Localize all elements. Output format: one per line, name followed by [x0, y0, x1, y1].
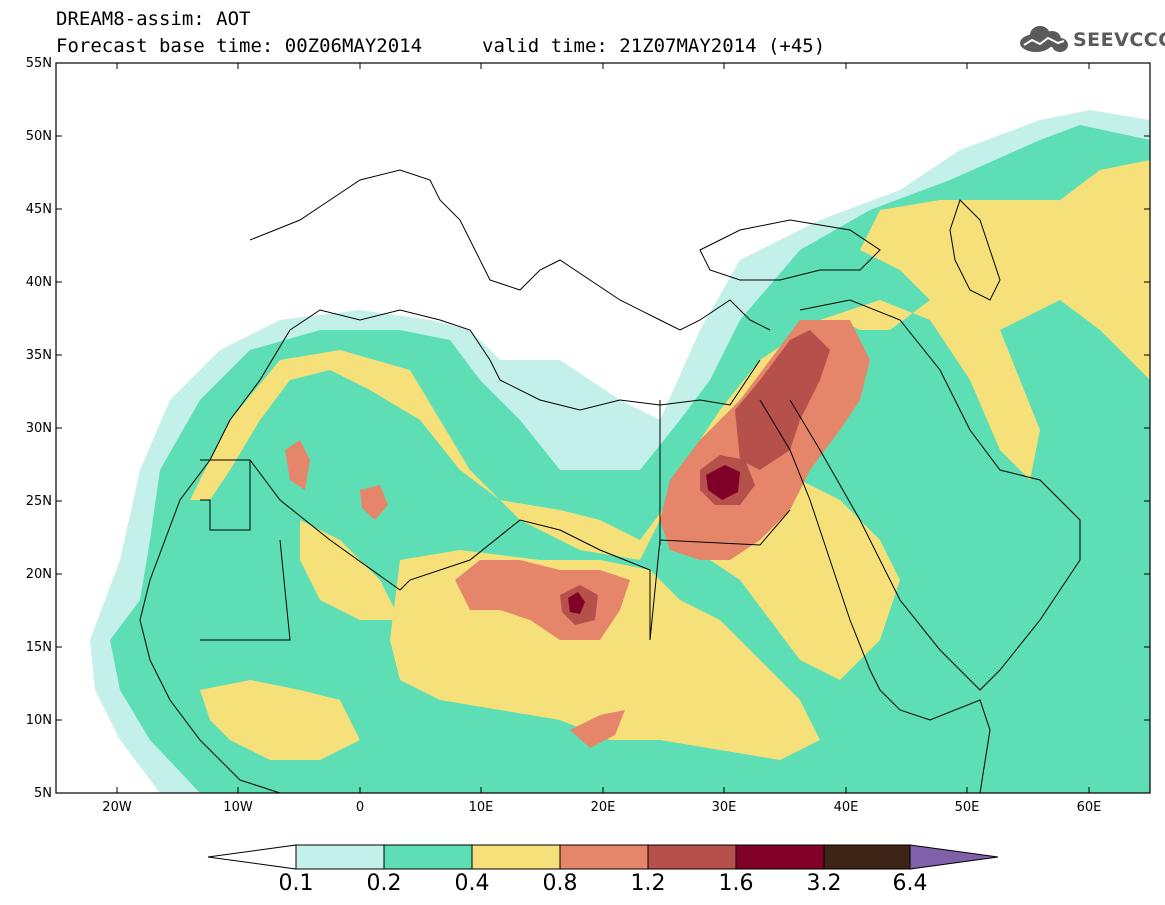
lon-label: 50E — [954, 800, 980, 815]
colorbar-label: 0.2 — [366, 871, 402, 896]
valid-time: valid time: 21Z07MAY2014 (+45) — [482, 35, 826, 57]
lat-label: 25N — [25, 494, 52, 509]
lat-label: 20N — [25, 567, 52, 582]
lat-label: 50N — [25, 129, 52, 144]
lat-label: 5N — [34, 786, 52, 801]
aot-level-1-2 — [735, 330, 830, 470]
coastline-north-africa — [289, 309, 761, 411]
colorbar-swatch-8 — [909, 844, 999, 870]
colorbar-label: 1.6 — [718, 871, 754, 896]
lon-label: 10W — [223, 800, 253, 815]
lon-label: 10E — [468, 800, 494, 815]
coastline-europe — [249, 169, 771, 331]
aot-level-0-8d — [360, 485, 388, 520]
lat-label: 55N — [25, 56, 52, 71]
colorbar-label: 6.4 — [892, 871, 928, 896]
colorbar-label: 0.1 — [278, 871, 314, 896]
coastline-arabia — [789, 299, 1081, 691]
aot-level-0-8c — [285, 440, 310, 490]
aot-level-1-6b — [568, 592, 585, 614]
lat-label: 35N — [25, 348, 52, 363]
coastline-black-sea — [699, 219, 881, 281]
coastline-east-africa — [879, 689, 991, 793]
coastline-caspian — [949, 199, 1001, 301]
colorbar-swatch-5 — [647, 844, 737, 870]
colorbar-label: 0.8 — [542, 871, 578, 896]
logo-text: SEEVCCC — [1073, 29, 1165, 51]
coastline-red-sea — [759, 399, 881, 691]
colorbar-label: 3.2 — [806, 871, 842, 896]
border-sahara-1 — [200, 459, 561, 591]
border-sahara-2 — [559, 509, 791, 641]
aot-level-0-8e — [570, 710, 625, 748]
forecast-base-time: Forecast base time: 00Z06MAY2014 — [56, 35, 423, 57]
aot-level-0-4c — [300, 520, 400, 620]
chart-title: DREAM8-assim: AOT — [56, 8, 251, 30]
lat-label: 15N — [25, 640, 52, 655]
aot-level-1-6 — [706, 465, 740, 500]
lon-label: 30E — [711, 800, 737, 815]
cloud-icon — [1020, 26, 1068, 52]
colorbar-swatch-2 — [383, 844, 473, 870]
aot-level-0-2 — [110, 125, 1150, 793]
colorbar — [207, 844, 999, 870]
colorbar-swatch-3 — [471, 844, 561, 870]
colorbar-label: 1.2 — [630, 871, 666, 896]
lon-label: 20E — [590, 800, 616, 815]
lon-label: 40E — [833, 800, 859, 815]
coastline-west-africa — [139, 329, 291, 793]
colorbar-swatch-1 — [295, 844, 385, 870]
lat-label: 45N — [25, 202, 52, 217]
lat-label: 10N — [25, 713, 52, 728]
colorbar-swatch-6 — [735, 844, 825, 870]
colorbar-label: 0.4 — [454, 871, 490, 896]
lat-label: 30N — [25, 421, 52, 436]
colorbar-swatch-0 — [207, 844, 297, 870]
colorbar-swatch-7 — [823, 844, 911, 870]
aot-level-0-4 — [190, 160, 1150, 560]
lon-label: 60E — [1076, 800, 1102, 815]
lon-label: 20W — [102, 800, 132, 815]
lon-label: 0 — [355, 800, 365, 815]
border-west-africa — [200, 460, 291, 641]
aot-level-0-4e — [200, 680, 360, 760]
lat-label: 40N — [25, 275, 52, 290]
colorbar-swatch-4 — [559, 844, 649, 870]
